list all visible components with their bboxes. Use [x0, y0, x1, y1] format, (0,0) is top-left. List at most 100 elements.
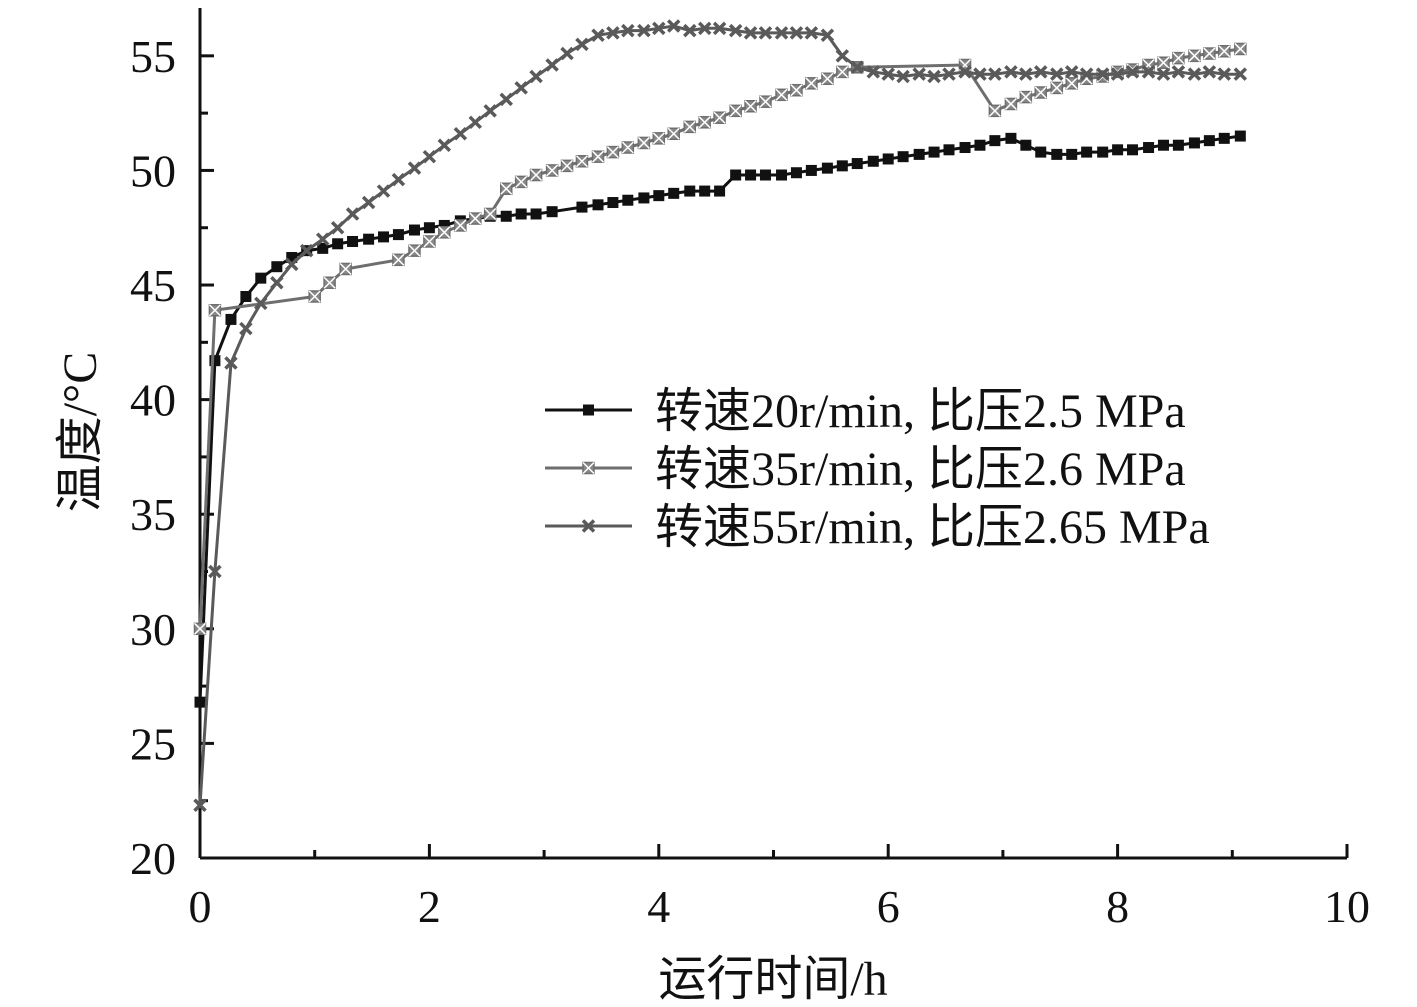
y-tick-label: 55: [130, 31, 176, 82]
data-point: [1051, 148, 1063, 160]
data-point: [1005, 132, 1017, 144]
data-point: [683, 120, 697, 134]
y-tick-label: 30: [130, 604, 176, 655]
data-point: [363, 233, 375, 245]
data-point: [392, 253, 405, 267]
data-point: [209, 355, 221, 367]
data-point: [514, 175, 528, 189]
data-point: [1172, 51, 1185, 65]
data-point: [1203, 135, 1215, 147]
axes: 0 2 4 6 8 10 20 25 30 35 40 45 50 55: [130, 8, 1370, 932]
data-point: [1050, 67, 1064, 81]
data-point: [500, 210, 512, 222]
data-point: [330, 220, 345, 235]
x-tick-label: 10: [1324, 881, 1370, 932]
data-point: [1233, 67, 1248, 81]
x-tick-label: 8: [1106, 881, 1129, 932]
data-point: [897, 151, 909, 163]
y-tick-label: 50: [130, 145, 176, 196]
data-point: [1234, 130, 1246, 142]
x-tick-label: 4: [647, 881, 670, 932]
data-point: [714, 185, 726, 197]
data-point: [1079, 67, 1094, 81]
data-point: [805, 164, 817, 176]
data-point: [560, 46, 574, 61]
legend-label: 转速55r/min, 比压2.65 MPa: [655, 501, 1210, 554]
legend-item-3: 转速55r/min, 比压2.65 MPa: [545, 501, 1210, 554]
data-point: [1081, 146, 1093, 158]
legend-item-2: 转速35r/min, 比压2.6 MPa: [545, 443, 1186, 496]
data-point: [759, 169, 771, 181]
data-point: [699, 185, 711, 197]
data-point: [942, 67, 956, 81]
data-point: [621, 141, 635, 154]
data-point: [973, 67, 987, 81]
data-point: [728, 23, 743, 38]
data-point: [1110, 67, 1125, 81]
data-point: [499, 92, 513, 107]
data-point: [378, 231, 390, 243]
data-point: [1050, 81, 1064, 95]
y-tick-label: 35: [130, 489, 176, 540]
data-point: [469, 212, 482, 225]
data-point: [713, 111, 726, 124]
data-point: [408, 244, 421, 257]
data-point: [638, 192, 650, 204]
data-point: [582, 461, 595, 475]
data-point: [1019, 67, 1033, 81]
data-point: [581, 519, 596, 533]
data-point: [208, 564, 222, 579]
data-point: [836, 160, 848, 172]
data-point: [560, 159, 574, 173]
data-point: [1034, 86, 1048, 99]
data-point: [1143, 142, 1155, 154]
data-point: [866, 65, 881, 79]
x-axis-title: 运行时间/h: [658, 953, 887, 1006]
data-point: [193, 622, 207, 636]
data-point: [575, 37, 589, 52]
data-point: [666, 19, 681, 33]
data-point: [820, 28, 835, 42]
data-point: [988, 67, 1002, 81]
data-point: [361, 195, 376, 210]
data-point: [576, 201, 588, 213]
data-point: [684, 185, 696, 197]
data-point: [1020, 139, 1032, 151]
data-point: [835, 49, 850, 63]
data-point: [408, 224, 420, 236]
data-point: [637, 136, 651, 150]
x-tick-label: 0: [189, 881, 212, 932]
data-point: [422, 149, 437, 164]
data-point: [315, 232, 330, 246]
data-point: [1034, 65, 1048, 79]
data-point: [208, 303, 222, 317]
data-point: [1157, 139, 1169, 151]
data-point: [317, 242, 329, 254]
data-point: [790, 83, 803, 97]
data-point: [239, 321, 253, 336]
data-point: [438, 219, 450, 231]
data-point: [805, 77, 818, 90]
data-point: [545, 164, 559, 177]
data-point: [759, 95, 772, 108]
data-point: [515, 208, 527, 220]
data-point: [483, 207, 497, 221]
data-point: [637, 23, 651, 38]
data-point: [499, 182, 513, 196]
data-point: [1157, 56, 1170, 69]
data-point: [345, 207, 360, 221]
data-point: [575, 155, 589, 168]
series-layer: [193, 19, 1248, 813]
data-point: [468, 115, 483, 130]
data-point: [730, 169, 742, 181]
data-point: [271, 261, 283, 273]
data-point: [1218, 45, 1231, 58]
data-point: [606, 145, 620, 159]
data-point: [1065, 77, 1078, 90]
data-point: [821, 72, 834, 86]
data-point: [194, 696, 206, 708]
data-point: [622, 194, 634, 206]
data-point: [758, 26, 773, 40]
data-point: [438, 226, 451, 239]
data-point: [224, 356, 238, 370]
